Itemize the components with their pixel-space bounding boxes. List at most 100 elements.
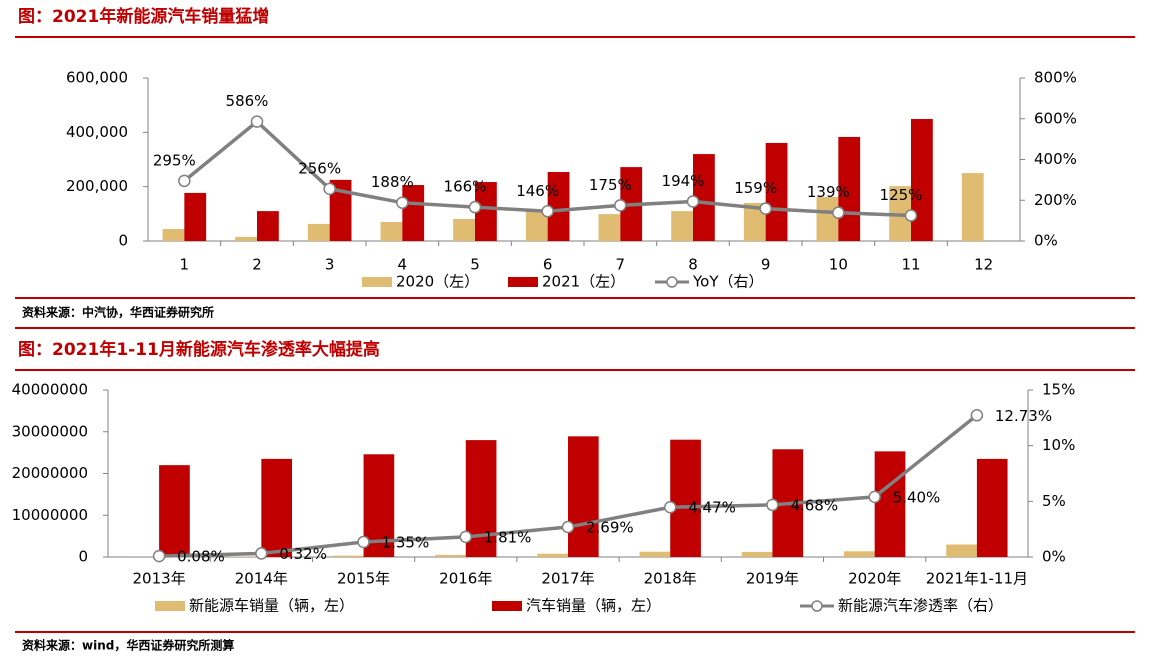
data-label: 12.73% [995, 407, 1052, 425]
bar [977, 459, 1008, 557]
bar [308, 224, 330, 241]
bar [599, 214, 621, 241]
x-tick-label: 2014年 [235, 570, 288, 588]
point [971, 410, 982, 421]
bar [333, 556, 364, 557]
data-label: 5.40% [893, 488, 941, 506]
bar [742, 552, 773, 557]
x-tick-label: 2017年 [541, 570, 594, 588]
y2-tick-label: 600% [1034, 109, 1077, 127]
legend-label: 2020（左） [396, 273, 479, 291]
legend-swatch [508, 277, 538, 287]
bar [257, 211, 279, 241]
bar [844, 551, 875, 557]
point [154, 551, 165, 562]
point [542, 206, 553, 217]
bar [184, 193, 206, 241]
point [324, 183, 335, 194]
bar [163, 229, 185, 241]
data-label: 159% [734, 179, 777, 197]
point [906, 210, 917, 221]
bar [962, 173, 984, 241]
x-tick-label: 2018年 [644, 570, 697, 588]
bar [946, 545, 977, 557]
bar [235, 237, 257, 241]
bar [159, 465, 190, 557]
bar [381, 222, 403, 241]
data-label: 295% [153, 151, 196, 169]
bar [817, 197, 839, 241]
y2-tick-label: 0% [1042, 548, 1066, 566]
y-tick-label: 0 [78, 548, 88, 566]
x-tick-label: 2021年1-11月 [926, 570, 1028, 588]
data-label: 256% [298, 159, 341, 177]
data-label: 188% [371, 173, 414, 191]
y-tick-label: 200,000 [66, 177, 128, 195]
x-tick-label: 2 [252, 256, 262, 274]
data-label: 1.35% [382, 533, 430, 551]
point [179, 175, 190, 186]
bar [402, 185, 424, 241]
data-label: 2.69% [586, 519, 634, 537]
data-label: 125% [880, 186, 923, 204]
y2-tick-label: 400% [1034, 150, 1077, 168]
y2-tick-label: 5% [1042, 492, 1066, 510]
x-tick-label: 6 [543, 256, 553, 274]
x-tick-label: 3 [325, 256, 335, 274]
legend-label: 汽车销量（辆，左） [526, 597, 661, 615]
y2-tick-label: 0% [1034, 232, 1058, 250]
legend-swatch [155, 601, 185, 611]
data-label: 166% [444, 178, 487, 196]
y-tick-label: 10000000 [12, 506, 88, 524]
bar [435, 555, 466, 557]
point [252, 116, 263, 127]
x-tick-label: 8 [688, 256, 698, 274]
legend-label: 新能源汽车渗透率（右） [838, 597, 1003, 615]
bar [537, 554, 568, 557]
bar [453, 219, 475, 241]
y-tick-label: 0 [118, 232, 128, 250]
data-label: 0.08% [177, 548, 225, 566]
data-label: 194% [662, 172, 705, 190]
point [615, 200, 626, 211]
point [688, 196, 699, 207]
legend-swatch [492, 601, 522, 611]
x-tick-label: 4 [398, 256, 408, 274]
y-tick-label: 40000000 [12, 381, 88, 399]
x-tick-label: 9 [761, 256, 771, 274]
x-tick-label: 2019年 [746, 570, 799, 588]
y-tick-label: 20000000 [12, 464, 88, 482]
bar [568, 436, 599, 557]
data-label: 175% [589, 176, 632, 194]
x-tick-label: 2016年 [439, 570, 492, 588]
legend-marker [667, 277, 677, 287]
data-label: 1.81% [484, 528, 532, 546]
x-tick-label: 5 [470, 256, 480, 274]
point [869, 491, 880, 502]
bar [911, 119, 933, 241]
data-label: 4.68% [790, 496, 838, 514]
legend-label: 2021（左） [542, 273, 625, 291]
data-label: 0.32% [279, 545, 327, 563]
bar [261, 459, 292, 557]
y2-tick-label: 800% [1034, 69, 1077, 87]
x-tick-label: 2020年 [848, 570, 901, 588]
y-tick-label: 400,000 [66, 123, 128, 141]
y-tick-label: 30000000 [12, 422, 88, 440]
point [358, 536, 369, 547]
data-label: 139% [807, 183, 850, 201]
x-tick-label: 12 [974, 256, 993, 274]
bar [640, 552, 671, 557]
legend-marker [812, 601, 822, 611]
chart-title: 图：2021年新能源汽车销量猛增 [18, 6, 269, 27]
source: 资料来源：wind，华西证券研究所测算 [22, 638, 234, 653]
x-tick-label: 7 [616, 256, 626, 274]
point [460, 531, 471, 542]
point [767, 499, 778, 510]
x-tick-label: 10 [829, 256, 848, 274]
point [470, 202, 481, 213]
point [760, 203, 771, 214]
y2-tick-label: 15% [1042, 381, 1075, 399]
point [397, 197, 408, 208]
